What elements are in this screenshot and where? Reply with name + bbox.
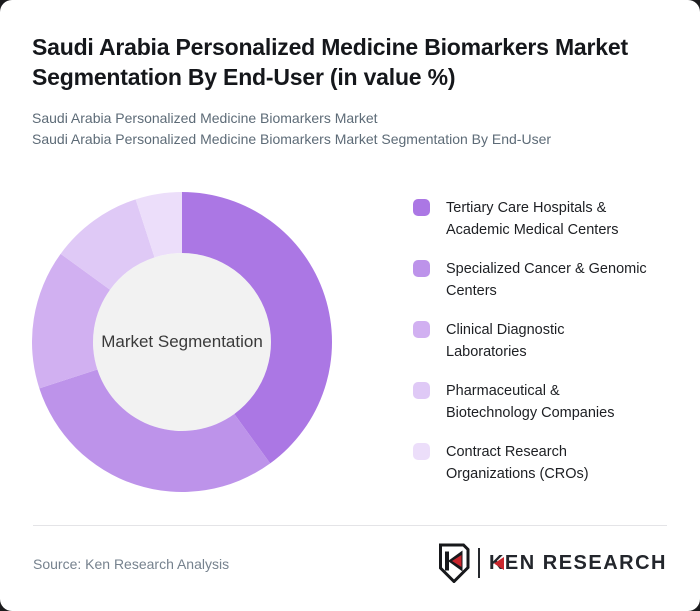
source-note: Source: Ken Research Analysis	[33, 556, 230, 572]
legend-swatch	[413, 199, 430, 216]
legend-swatch	[413, 321, 430, 338]
ken-research-shield-icon	[438, 543, 470, 583]
legend-label: Clinical Diagnostic Laboratories	[446, 322, 565, 360]
donut-segment	[182, 192, 332, 464]
legend-swatch	[413, 260, 430, 277]
subtitle-line-1: Saudi Arabia Personalized Medicine Bioma…	[32, 110, 378, 126]
donut-chart: Market Segmentation	[32, 192, 332, 492]
legend-item: Clinical Diagnostic Laboratories	[413, 319, 674, 363]
logo-wordmark-text: KEN RESEARCH	[488, 551, 667, 574]
legend-label: Contract Research Organizations (CROs)	[446, 444, 589, 482]
logo-wordmark: KEN RESEARCH	[489, 552, 667, 575]
page-title: Saudi Arabia Personalized Medicine Bioma…	[32, 34, 628, 90]
shield-red-triangle-icon	[451, 555, 462, 567]
donut-hole	[93, 253, 271, 431]
legend-label: Specialized Cancer & Genomic Centers	[446, 261, 647, 299]
chart-legend: Tertiary Care Hospitals & Academic Medica…	[413, 197, 674, 485]
legend-item: Specialized Cancer & Genomic Centers	[413, 258, 674, 302]
wordmark-red-triangle-icon	[493, 556, 504, 570]
chart-subtitle: Saudi Arabia Personalized Medicine Bioma…	[32, 108, 652, 149]
footer-divider	[33, 525, 667, 526]
subtitle-line-2: Saudi Arabia Personalized Medicine Bioma…	[32, 130, 552, 147]
legend-item: Contract Research Organizations (CROs)	[413, 441, 674, 485]
legend-label: Tertiary Care Hospitals & Academic Medica…	[446, 200, 619, 238]
legend-item: Pharmaceutical & Biotechnology Companies	[413, 380, 674, 424]
legend-label: Pharmaceutical & Biotechnology Companies	[446, 383, 615, 421]
legend-swatch	[413, 443, 430, 460]
logo-separator	[477, 548, 480, 578]
legend-swatch	[413, 382, 430, 399]
donut-segment	[135, 192, 182, 258]
donut-segment	[60, 199, 155, 290]
donut-segment	[39, 369, 271, 492]
legend-item: Tertiary Care Hospitals & Academic Medica…	[413, 197, 674, 241]
donut-segment	[32, 253, 110, 389]
donut-chart-svg	[32, 192, 332, 492]
ken-research-logo: KEN RESEARCH	[437, 543, 667, 583]
